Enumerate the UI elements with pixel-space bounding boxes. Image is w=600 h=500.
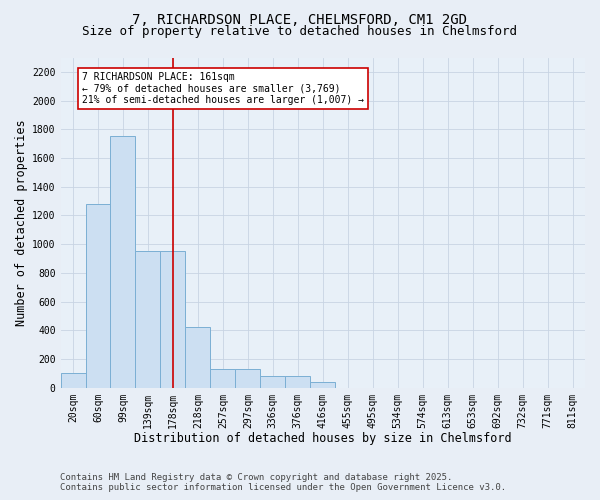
Bar <box>310 382 335 388</box>
Text: 7 RICHARDSON PLACE: 161sqm
← 79% of detached houses are smaller (3,769)
21% of s: 7 RICHARDSON PLACE: 161sqm ← 79% of deta… <box>82 72 364 105</box>
Text: Contains HM Land Registry data © Crown copyright and database right 2025.
Contai: Contains HM Land Registry data © Crown c… <box>60 473 506 492</box>
X-axis label: Distribution of detached houses by size in Chelmsford: Distribution of detached houses by size … <box>134 432 512 445</box>
Text: Size of property relative to detached houses in Chelmsford: Size of property relative to detached ho… <box>83 25 517 38</box>
Text: 7, RICHARDSON PLACE, CHELMSFORD, CM1 2GD: 7, RICHARDSON PLACE, CHELMSFORD, CM1 2GD <box>133 12 467 26</box>
Bar <box>160 252 185 388</box>
Bar <box>61 374 86 388</box>
Y-axis label: Number of detached properties: Number of detached properties <box>15 120 28 326</box>
Bar <box>185 328 211 388</box>
Bar <box>86 204 110 388</box>
Bar <box>260 376 286 388</box>
Bar <box>286 376 310 388</box>
Bar <box>110 136 136 388</box>
Bar <box>235 369 260 388</box>
Bar <box>136 252 160 388</box>
Bar <box>211 369 235 388</box>
